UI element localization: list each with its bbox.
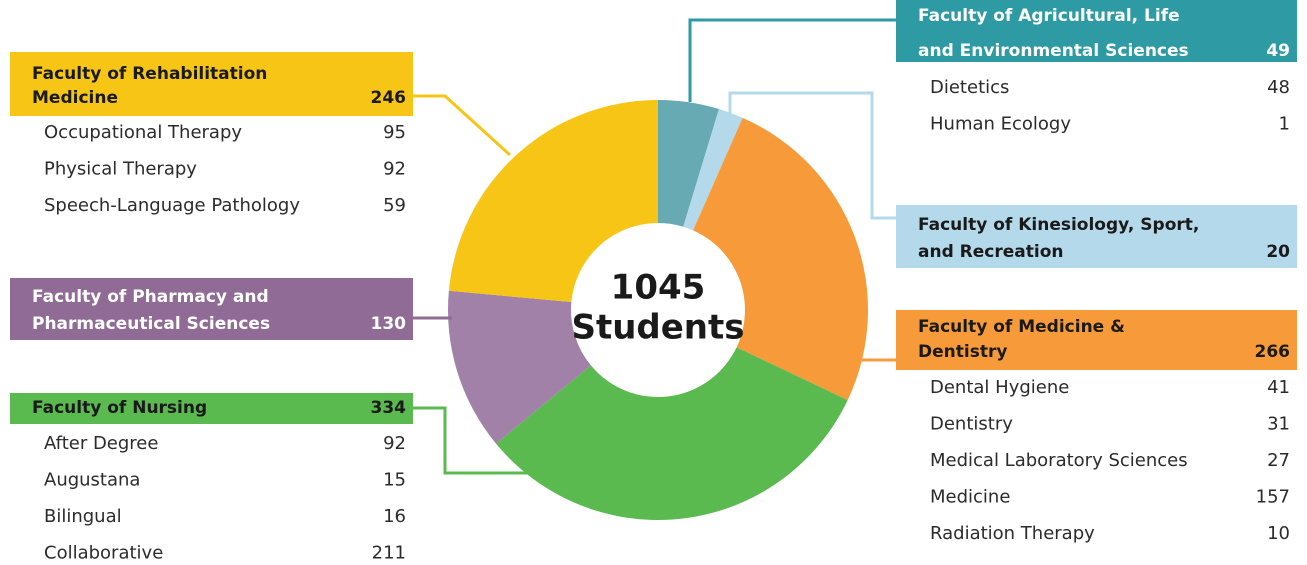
- program-value: 31: [1267, 414, 1290, 435]
- faculty-name: Medicine: [32, 88, 118, 108]
- faculty-value: 130: [371, 314, 407, 334]
- program-value: 15: [383, 470, 406, 491]
- faculty-name: Faculty of Rehabilitation: [32, 64, 267, 84]
- segment: [683, 109, 743, 231]
- program-value: 27: [1267, 450, 1290, 471]
- faculty-name: Dentistry: [918, 342, 1007, 362]
- faculty-box: [10, 52, 413, 116]
- center-value: 1045: [611, 268, 706, 308]
- donut: [448, 100, 868, 520]
- faculty-name: and Recreation: [918, 242, 1063, 262]
- program-name: Bilingual: [44, 506, 122, 527]
- program-value: 92: [383, 433, 406, 454]
- program-name: Speech-Language Pathology: [44, 195, 300, 216]
- faculty-name: Faculty of Pharmacy and: [32, 287, 269, 307]
- program-value: 1: [1279, 114, 1290, 135]
- program-name: Medicine: [930, 487, 1010, 508]
- program-value: 211: [372, 543, 406, 564]
- program-value: 48: [1267, 77, 1290, 98]
- program-value: 41: [1267, 377, 1290, 398]
- connectors: [413, 18, 896, 475]
- program-name: Occupational Therapy: [44, 122, 242, 143]
- connector: [688, 18, 896, 102]
- program-value: 59: [383, 195, 406, 216]
- program-name: Dietetics: [930, 77, 1009, 98]
- program-value: 16: [383, 506, 406, 527]
- faculty-box: [10, 393, 413, 424]
- faculty-box: [896, 310, 1297, 370]
- faculty-value: 20: [1266, 242, 1290, 262]
- segment: [448, 100, 658, 303]
- segment: [496, 347, 848, 520]
- connector: [728, 91, 896, 220]
- faculty-box: [896, 205, 1297, 268]
- faculty-name: Faculty of Nursing: [32, 398, 207, 418]
- program-value: 157: [1256, 487, 1290, 508]
- center-label: Students: [571, 308, 744, 348]
- program-name: Human Ecology: [930, 114, 1071, 135]
- program-value: 92: [383, 159, 406, 180]
- faculty-name: and Environmental Sciences: [918, 41, 1189, 61]
- faculty-name: Faculty of Agricultural, Life: [918, 6, 1180, 26]
- faculty-value: 246: [371, 88, 407, 108]
- segment: [693, 117, 868, 401]
- faculty-value: 49: [1266, 41, 1290, 61]
- program-name: Dentistry: [930, 414, 1013, 435]
- connector: [413, 94, 512, 157]
- program-name: Radiation Therapy: [930, 523, 1095, 544]
- program-name: Augustana: [44, 470, 140, 491]
- program-value: 10: [1267, 523, 1290, 544]
- segment: [658, 100, 719, 227]
- faculty-box: [896, 0, 1297, 62]
- faculty-name: Pharmaceutical Sciences: [32, 314, 270, 334]
- faculty-name: Faculty of Kinesiology, Sport,: [918, 215, 1199, 235]
- faculty-name: Faculty of Medicine &: [918, 317, 1125, 337]
- program-name: Physical Therapy: [44, 159, 197, 180]
- faculty-value: 266: [1255, 342, 1291, 362]
- segment: [448, 290, 591, 444]
- program-name: Medical Laboratory Sciences: [930, 450, 1188, 471]
- connector: [413, 406, 548, 475]
- program-name: Collaborative: [44, 543, 163, 564]
- faculty-box: [10, 278, 413, 340]
- faculty-value: 334: [371, 398, 407, 418]
- program-value: 95: [383, 122, 406, 143]
- program-name: Dental Hygiene: [930, 377, 1069, 398]
- program-name: After Degree: [44, 433, 158, 454]
